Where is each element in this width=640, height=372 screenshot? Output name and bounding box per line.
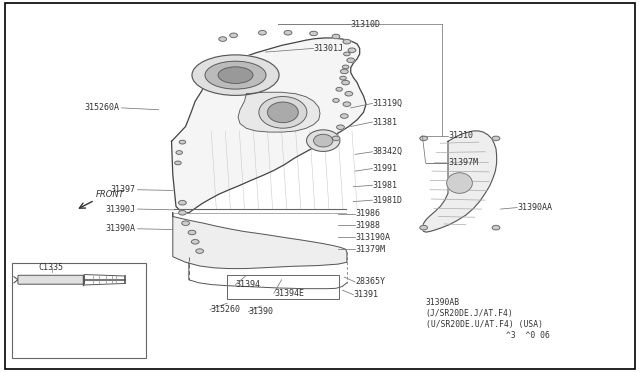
Text: 31397M: 31397M	[448, 158, 478, 167]
Text: 315260A: 315260A	[84, 103, 119, 112]
Text: 31310: 31310	[448, 131, 473, 140]
Ellipse shape	[268, 102, 298, 122]
Text: 31981: 31981	[372, 181, 397, 190]
Text: 31390A: 31390A	[106, 224, 136, 233]
Text: 31988: 31988	[355, 221, 380, 230]
Text: 38342Q: 38342Q	[372, 147, 403, 156]
Text: 315260: 315260	[210, 305, 240, 314]
Ellipse shape	[192, 55, 279, 95]
Polygon shape	[172, 38, 366, 213]
Ellipse shape	[314, 134, 333, 147]
Circle shape	[492, 136, 500, 141]
Circle shape	[175, 161, 181, 165]
Text: C1335: C1335	[38, 263, 63, 272]
Circle shape	[337, 125, 344, 129]
FancyBboxPatch shape	[18, 275, 84, 284]
Circle shape	[179, 201, 186, 205]
Ellipse shape	[205, 61, 266, 89]
Text: 31381: 31381	[372, 118, 397, 126]
Circle shape	[492, 225, 500, 230]
Circle shape	[182, 221, 189, 225]
Polygon shape	[422, 131, 497, 232]
Polygon shape	[173, 213, 347, 269]
Circle shape	[196, 249, 204, 253]
Text: 31991: 31991	[372, 164, 397, 173]
Circle shape	[179, 140, 186, 144]
Circle shape	[310, 31, 317, 36]
Circle shape	[343, 102, 351, 106]
Text: 31394E: 31394E	[274, 289, 304, 298]
Polygon shape	[238, 92, 320, 132]
Text: 28365Y: 28365Y	[355, 278, 385, 286]
Text: (J/SR20DE.J/AT.F4): (J/SR20DE.J/AT.F4)	[426, 309, 513, 318]
Circle shape	[340, 114, 348, 118]
Text: 31390AA: 31390AA	[517, 203, 552, 212]
Text: 31390J: 31390J	[106, 205, 136, 214]
Text: 31390AB: 31390AB	[426, 298, 460, 307]
Ellipse shape	[307, 130, 340, 151]
Text: 31394: 31394	[236, 280, 260, 289]
Circle shape	[191, 240, 199, 244]
Circle shape	[259, 31, 266, 35]
Text: 31379M: 31379M	[355, 245, 385, 254]
Ellipse shape	[218, 67, 253, 83]
Text: 31981D: 31981D	[372, 196, 403, 205]
Circle shape	[348, 48, 356, 52]
Circle shape	[188, 230, 196, 235]
Text: 31391: 31391	[353, 290, 378, 299]
Ellipse shape	[259, 96, 307, 128]
Circle shape	[179, 211, 186, 215]
Circle shape	[284, 31, 292, 35]
Circle shape	[230, 33, 237, 38]
Bar	[12, 263, 146, 358]
Circle shape	[333, 99, 339, 102]
Circle shape	[344, 52, 350, 56]
Circle shape	[332, 34, 340, 39]
Circle shape	[336, 87, 342, 91]
Circle shape	[420, 225, 428, 230]
Text: FRONT: FRONT	[96, 190, 125, 199]
Text: (U/SR20DE.U/AT.F4) (USA): (U/SR20DE.U/AT.F4) (USA)	[426, 320, 543, 329]
Text: 313190A: 313190A	[355, 233, 390, 242]
Text: 31319Q: 31319Q	[372, 99, 403, 108]
Circle shape	[340, 76, 346, 80]
Circle shape	[340, 69, 348, 74]
Text: 31986: 31986	[355, 209, 380, 218]
Text: 31397: 31397	[111, 185, 136, 194]
Circle shape	[176, 151, 182, 154]
Text: ^3  ^0 06: ^3 ^0 06	[506, 331, 550, 340]
Ellipse shape	[447, 173, 472, 193]
Circle shape	[345, 92, 353, 96]
Circle shape	[332, 136, 340, 141]
Text: 31390: 31390	[248, 307, 273, 316]
Circle shape	[219, 37, 227, 41]
Circle shape	[342, 65, 349, 69]
Text: 31310D: 31310D	[351, 20, 381, 29]
Circle shape	[342, 80, 349, 85]
Text: 31301J: 31301J	[314, 44, 344, 53]
Circle shape	[343, 39, 351, 44]
Circle shape	[420, 136, 428, 141]
Circle shape	[347, 58, 355, 62]
